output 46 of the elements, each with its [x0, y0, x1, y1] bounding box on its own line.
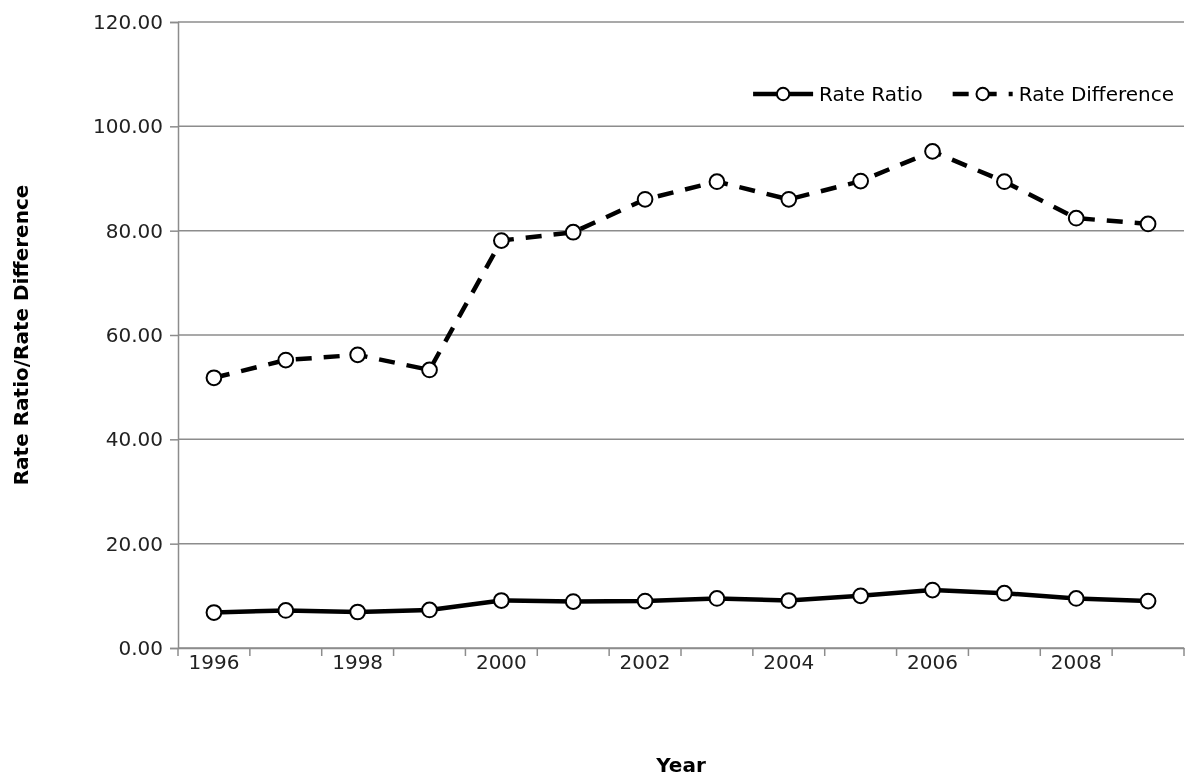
- point: [636, 592, 654, 610]
- point: [564, 223, 582, 241]
- y-tick-label: 120.00: [93, 9, 163, 34]
- legend-label: Rate Difference: [1018, 82, 1174, 106]
- point: [852, 587, 869, 605]
- y-tick-label: 100.00: [93, 114, 163, 139]
- point: [924, 581, 941, 599]
- point: [636, 191, 654, 208]
- y-tick-label: 0.00: [118, 635, 163, 660]
- point: [780, 592, 798, 609]
- point: [277, 602, 295, 619]
- x-tick-label: 2002: [619, 650, 671, 674]
- x-tick-label: 2006: [907, 650, 958, 674]
- point: [1139, 215, 1157, 233]
- y-tick-label: 20.00: [105, 531, 163, 556]
- point: [349, 346, 366, 364]
- point: [205, 604, 223, 621]
- point: [1067, 209, 1085, 227]
- y-axis-title: Rate Ratio/Rate Difference: [9, 184, 33, 486]
- point: [205, 369, 223, 387]
- point: [924, 143, 941, 160]
- x-tick-label: 2000: [475, 650, 527, 674]
- x-axis-title: Year: [655, 753, 706, 777]
- point: [277, 351, 295, 369]
- point: [708, 590, 726, 607]
- point: [852, 172, 869, 190]
- point: [780, 191, 798, 208]
- y-tick-label: 80.00: [105, 218, 163, 243]
- point: [1067, 590, 1085, 607]
- point: [493, 232, 510, 249]
- point: [421, 601, 438, 619]
- point: [421, 361, 438, 379]
- point: [564, 593, 582, 610]
- point: [996, 584, 1013, 602]
- point: [1139, 592, 1157, 610]
- point: [996, 173, 1013, 190]
- y-tick-label: 40.00: [105, 427, 163, 452]
- y-tick-label: 60.00: [105, 322, 163, 347]
- point: [708, 173, 726, 190]
- x-tick-label: 1998: [332, 650, 384, 674]
- point: [493, 592, 510, 609]
- legend-label: Rate Ratio: [819, 82, 923, 106]
- x-tick-label: 1996: [188, 650, 240, 674]
- x-tick-label: 2004: [763, 650, 815, 674]
- point: [349, 603, 366, 621]
- x-tick-label: 2008: [1050, 650, 1102, 674]
